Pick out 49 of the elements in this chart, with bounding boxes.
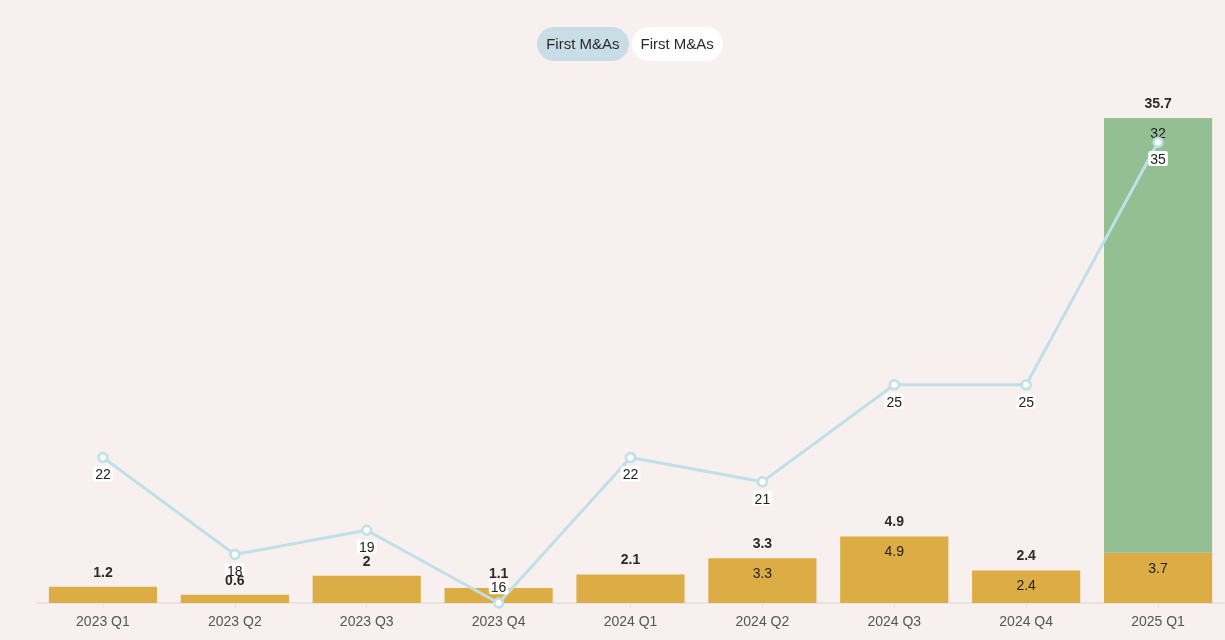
bar — [180, 594, 289, 603]
point — [888, 379, 901, 391]
point — [756, 476, 769, 488]
point — [624, 451, 637, 464]
bar — [576, 574, 685, 603]
point — [229, 548, 241, 561]
x-tick-label: 2024 Q3 — [867, 613, 922, 629]
total-label: 2.4 — [1016, 547, 1037, 564]
data-label: 3.3 — [752, 565, 773, 582]
point — [1020, 379, 1032, 391]
data-label: 32 — [1150, 125, 1167, 141]
data-label: 35 — [1150, 151, 1167, 167]
total-label: 1.2 — [93, 563, 113, 580]
x-tick-label: 2023 Q4 — [471, 613, 526, 629]
total-label: 4.9 — [884, 513, 905, 530]
data-label: 21 — [754, 490, 771, 507]
point — [492, 597, 505, 609]
total-label: 2.1 — [620, 551, 641, 568]
point — [360, 524, 373, 536]
total-label: 3.3 — [752, 535, 773, 552]
data-label: 4.9 — [884, 543, 905, 560]
data-label: 25 — [886, 393, 903, 410]
data-label: 25 — [1018, 393, 1035, 410]
bar — [972, 570, 1081, 603]
toggle-button: First M&As — [537, 27, 629, 61]
data-label: 22 — [622, 466, 639, 483]
x-tick-label: 2024 Q2 — [735, 613, 790, 629]
x-tick-label: 2023 Q3 — [339, 613, 394, 629]
x-tick-label: 2023 Q2 — [207, 613, 262, 629]
bar — [312, 575, 421, 603]
point — [97, 451, 109, 464]
bar — [48, 586, 158, 603]
data-label: 16 — [490, 579, 507, 596]
total-label: 35.7 — [1144, 95, 1172, 111]
data-label: 2.4 — [1016, 577, 1037, 594]
x-tick-label: 2025 Q1 — [1131, 613, 1186, 629]
data-label: 22 — [95, 466, 111, 483]
bar — [840, 536, 949, 603]
data-label: 19 — [358, 539, 375, 555]
data-label: 3.7 — [1148, 559, 1168, 576]
toggle-button: First M&As — [631, 27, 723, 61]
total-label: 1.1 — [488, 565, 509, 582]
bar — [1103, 552, 1213, 603]
total-label: 2 — [362, 552, 371, 569]
bar — [1103, 118, 1213, 553]
x-tick-label: 2024 Q1 — [603, 613, 658, 629]
x-tick-label: 2024 Q4 — [999, 613, 1054, 629]
x-tick-label: 2023 Q1 — [76, 613, 131, 629]
bar — [708, 558, 817, 603]
